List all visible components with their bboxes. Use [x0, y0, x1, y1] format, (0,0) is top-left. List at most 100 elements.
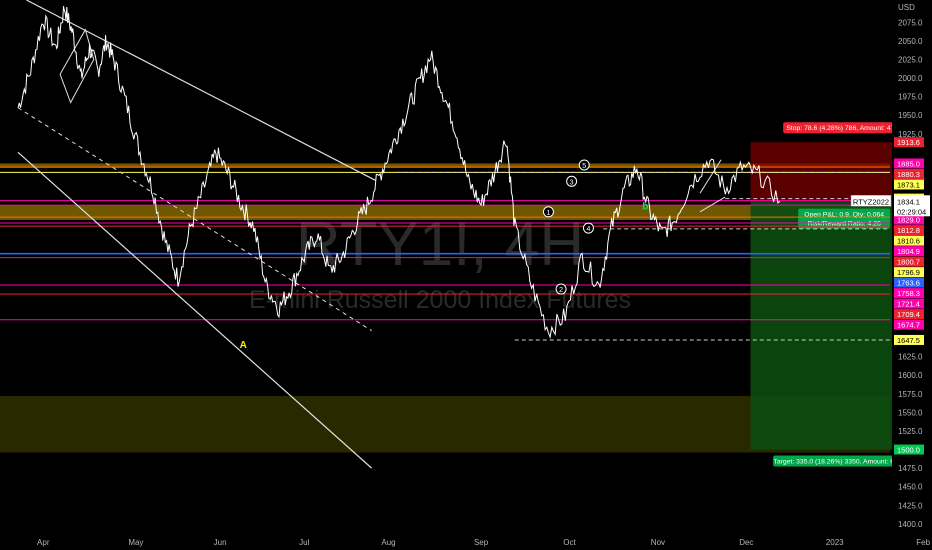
- wave-label-3: 3: [570, 179, 574, 186]
- wave-marker: [566, 175, 578, 187]
- wave-marker: [582, 222, 594, 234]
- price-label-bg: [894, 319, 924, 330]
- wave-marker: [542, 206, 554, 218]
- price-zone: [0, 396, 890, 453]
- last-price-text: 1834.1: [897, 197, 920, 206]
- price-tick: 1525.0: [898, 427, 923, 436]
- risk-reward-label: Risk/Reward Ratio: 4.26: [808, 221, 882, 228]
- price-label: 1709.4: [894, 309, 924, 320]
- wedge-line: [699, 196, 726, 213]
- price-tick: 2050.0: [898, 37, 923, 46]
- price-tick: 2075.0: [898, 18, 923, 27]
- price-tick: 1425.0: [898, 501, 923, 510]
- watermark-name: E-mini Russell 2000 Index Futures: [249, 286, 631, 314]
- time-tick: Oct: [563, 538, 576, 547]
- price-label-bg: [894, 309, 924, 320]
- price-label: 1880.3: [894, 168, 924, 179]
- price-label-text: 1758.3: [897, 289, 920, 298]
- price-label: 1763.6: [894, 277, 924, 288]
- wave-label-4: 4: [587, 226, 591, 233]
- time-axis: AprMayJunJulAugSepOctNovDec2023FebMar: [37, 538, 931, 547]
- target-label-bg: [773, 455, 916, 467]
- trendlines: [17, 0, 726, 469]
- price-label-bg: [894, 137, 924, 148]
- price-label-bg: [894, 334, 924, 345]
- price-zone: [0, 163, 890, 168]
- stop-label: Stop: 78.6 (4.28%) 786, Amount: 4750: [786, 125, 902, 132]
- price-tick: 1975.0: [898, 93, 923, 102]
- channel-mid-line: [17, 107, 372, 332]
- time-tick: May: [128, 538, 143, 547]
- price-tick: 1950.0: [898, 111, 923, 120]
- price-label-text: 1829.0: [897, 216, 920, 225]
- price-label-bg: [894, 225, 924, 236]
- wave-label-2: 2: [559, 287, 563, 294]
- price-label: 1812.8: [894, 225, 924, 236]
- price-tick: 1925.0: [898, 130, 923, 139]
- price-label: 1758.3: [894, 288, 924, 299]
- price-label: 1810.6: [894, 235, 924, 246]
- price-tick: 2000.0: [898, 74, 923, 83]
- price-label: 1800.7: [894, 256, 924, 267]
- price-tick: 2025.0: [898, 55, 923, 64]
- price-series: [17, 6, 781, 339]
- time-tick: Feb: [916, 538, 930, 547]
- price-tick: 1550.0: [898, 408, 923, 417]
- price-label-bg: [894, 256, 924, 267]
- price-label-text: 1763.6: [897, 279, 920, 288]
- price-label-text: 1885.0: [897, 159, 920, 168]
- channel-lower-line: [17, 151, 373, 469]
- target-label: Target: 335.0 (18.26%) 3350, Amount: 606…: [773, 459, 915, 466]
- price-label-bg: [894, 298, 924, 309]
- watermark: RTY1!, 4H E-mini Russell 2000 Index Futu…: [249, 210, 631, 314]
- currency-label: USD: [898, 3, 915, 12]
- watermark-symbol: RTY1!, 4H: [296, 210, 584, 279]
- time-tick: Nov: [651, 538, 665, 547]
- price-label-bg: [894, 214, 924, 225]
- price-tick: 1475.0: [898, 464, 923, 473]
- wave-label-b: b: [642, 202, 648, 213]
- open-pl-label-bg: [798, 208, 891, 229]
- price-label: 1829.0: [894, 214, 924, 225]
- price-tick: 1575.0: [898, 390, 923, 399]
- price-label: 1500.0: [894, 444, 924, 455]
- wave-label-B: B: [772, 0, 779, 3]
- price-label-bg: [894, 179, 924, 190]
- wedge-line: [699, 159, 722, 194]
- price-label-bg: [894, 235, 924, 246]
- open-pl-label: Open P&L: 0.9, Qty: 0.064: [804, 212, 884, 219]
- countdown-text: 02:29:04: [897, 207, 926, 216]
- price-line: [17, 6, 781, 339]
- time-tick: 2023: [826, 538, 844, 547]
- price-label-text: 1709.4: [897, 310, 920, 319]
- price-label-text: 1873.1: [897, 180, 920, 189]
- stop-label-bg: [783, 122, 906, 134]
- price-label-bg: [894, 246, 924, 257]
- symbol-tag-text: RTYZ2022: [853, 197, 889, 206]
- price-label-bg: [894, 158, 924, 169]
- last-price-bg: [894, 195, 930, 217]
- price-label: 1913.6: [894, 137, 924, 148]
- wave-marker: [578, 159, 590, 171]
- time-tick: Jul: [299, 538, 309, 547]
- wave-label-A: A: [240, 340, 247, 351]
- wave-label-1: 1: [547, 210, 551, 217]
- price-label-text: 1721.4: [897, 300, 920, 309]
- price-label-text: 1913.6: [897, 138, 920, 147]
- time-tick: Jun: [214, 538, 227, 547]
- price-tick: 1600.0: [898, 371, 923, 380]
- price-label: 1873.1: [894, 179, 924, 190]
- price-label-bg: [894, 444, 924, 455]
- flag-channel: [59, 28, 95, 104]
- price-label-text: 1880.3: [897, 170, 920, 179]
- price-label-bg: [894, 267, 924, 278]
- price-zone: [0, 205, 890, 220]
- time-tick: Aug: [381, 538, 395, 547]
- price-label-text: 1810.6: [897, 237, 920, 246]
- wave-label-5: 5: [582, 163, 586, 170]
- price-label: 1796.9: [894, 267, 924, 278]
- price-label-text: 1796.9: [897, 268, 920, 277]
- wave-marker: [555, 283, 567, 295]
- time-tick: Dec: [739, 538, 753, 547]
